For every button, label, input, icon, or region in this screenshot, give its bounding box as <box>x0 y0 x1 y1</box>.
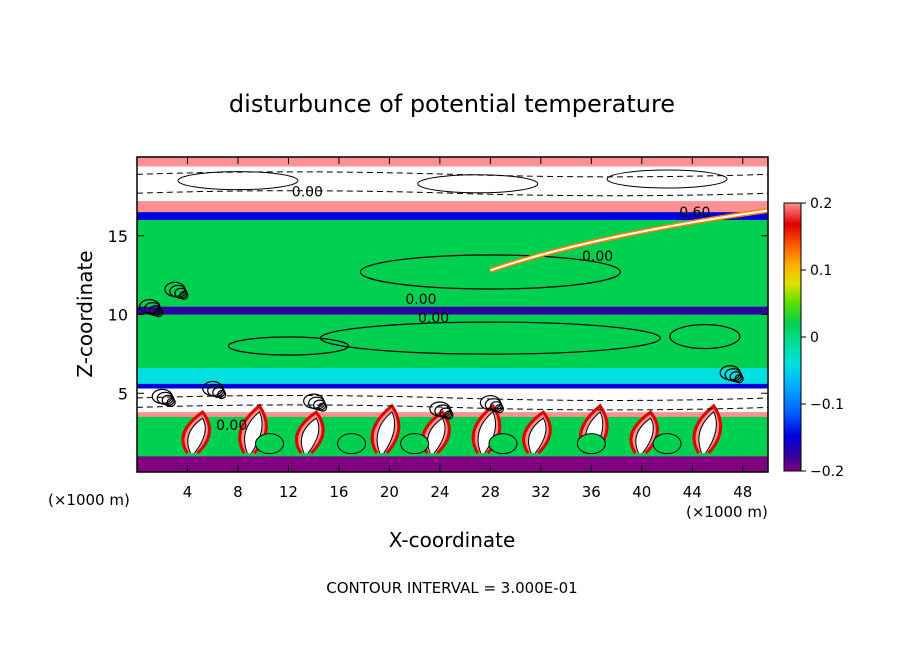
green-blob <box>576 433 606 455</box>
field-band <box>137 306 768 315</box>
contour-label: 0.00 <box>216 418 247 434</box>
contour-label: 0.00 <box>292 185 323 201</box>
colorbar-tick-label: −0.2 <box>810 464 844 480</box>
x-tick-label: 8 <box>233 483 243 501</box>
contour-ring <box>217 389 227 400</box>
x-tick-label: 48 <box>733 483 752 501</box>
x-tick-label: 24 <box>430 483 449 501</box>
contour-oval <box>606 169 728 189</box>
contour-decoration <box>137 169 768 455</box>
field-band <box>137 220 768 307</box>
contour-ring <box>444 410 454 420</box>
contour-label: 0.00 <box>418 311 449 327</box>
field-band <box>137 456 768 472</box>
dashed-contour <box>137 404 768 411</box>
contour-cluster <box>151 388 176 407</box>
colorbar-tick-label: −0.1 <box>810 397 844 413</box>
x-axis-label: X-coordinate <box>389 528 516 552</box>
y-axis: 5 10 15 <box>108 227 768 403</box>
contour-cluster <box>719 365 744 384</box>
contour-labels: 0.00 0.60 0.00 0.00 0.00 0.00 <box>216 185 710 434</box>
green-blob <box>400 433 430 455</box>
chart-title: disturbunce of potential temperature <box>229 90 675 118</box>
x-tick-label: 44 <box>683 483 702 501</box>
contour-interval-footer: CONTOUR INTERVAL = 3.000E-01 <box>326 579 577 597</box>
x-tick-label: 20 <box>380 483 399 501</box>
zero-contour <box>669 323 741 350</box>
warm-plume-core <box>698 411 717 454</box>
field-band <box>137 212 768 220</box>
warm-plume-core <box>376 411 396 454</box>
colorbar-tick-label: 0 <box>810 330 819 346</box>
dashed-contour <box>137 394 768 401</box>
field-band <box>137 368 768 384</box>
x-unit-label-left: (×1000 m) <box>48 491 130 509</box>
contour-label: 0.00 <box>405 292 436 308</box>
contour-cluster <box>303 393 328 412</box>
colorbar-tick-label: 0.1 <box>810 263 832 279</box>
lower-white-region <box>137 388 768 413</box>
colorbar-tick-label: 0.2 <box>810 196 832 212</box>
warm-plume-core <box>187 417 206 454</box>
field-band <box>137 314 768 369</box>
contour-label: 0.00 <box>582 249 613 265</box>
contour-ring <box>734 374 744 384</box>
contour-cluster <box>429 401 454 420</box>
x-tick-label: 28 <box>481 483 500 501</box>
warm-plume-core <box>300 417 320 454</box>
x-tick-label: 16 <box>329 483 348 501</box>
contour-ring <box>179 290 189 300</box>
y-tick-label: 5 <box>118 384 128 403</box>
dashed-contour <box>137 190 768 197</box>
zero-contour <box>359 254 621 290</box>
contour-cluster <box>479 395 504 414</box>
contour-cluster <box>139 299 164 318</box>
dashed-contour <box>137 171 768 178</box>
x-tick-label: 12 <box>279 483 298 501</box>
contour-ring <box>154 308 164 318</box>
x-tick-label: 40 <box>632 483 651 501</box>
x-tick-label: 32 <box>531 483 550 501</box>
colorbar: 0.2 0.1 0 −0.1 −0.2 <box>783 196 844 480</box>
green-blob <box>337 433 367 455</box>
zero-contour <box>227 336 350 356</box>
contour-oval <box>417 174 539 194</box>
contour-ring <box>494 404 504 414</box>
green-blob <box>255 433 285 455</box>
contour-cluster <box>202 380 227 400</box>
contour-label: 0.60 <box>679 205 710 221</box>
contour-oval <box>177 171 299 191</box>
x-tick-label: 4 <box>183 483 193 501</box>
contour-ring <box>166 397 176 407</box>
contour-ring <box>318 402 328 412</box>
y-tick-label: 15 <box>108 227 128 246</box>
warm-plume-core <box>635 417 654 454</box>
contour-cluster <box>164 281 189 300</box>
colorbar-scale <box>783 202 802 472</box>
y-tick-label: 10 <box>108 306 128 325</box>
y-axis-label: Z-coordinate <box>73 250 97 377</box>
x-tick-label: 36 <box>582 483 601 501</box>
warm-streak-core <box>490 209 768 272</box>
warm-plume-core <box>528 417 547 454</box>
green-blob <box>488 433 518 455</box>
x-axis: 4 8 12 16 20 24 28 32 36 40 44 48 <box>183 157 752 501</box>
x-unit-label-right: (×1000 m) <box>686 503 768 521</box>
green-blob <box>652 433 682 455</box>
